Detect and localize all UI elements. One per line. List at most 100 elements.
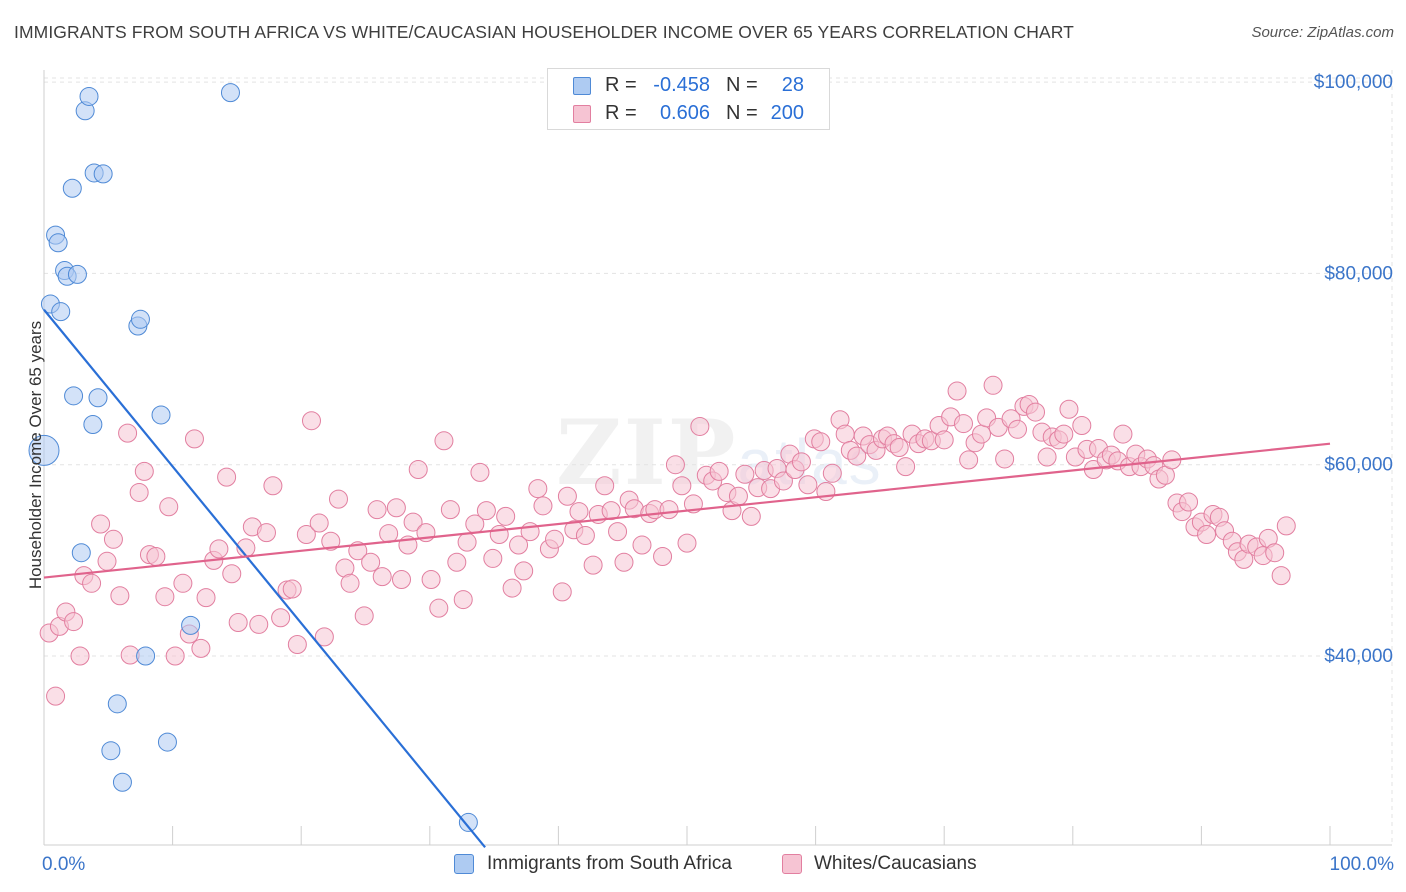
pink-data-point [741,506,761,526]
blue-data-point [112,772,132,792]
pink-data-point [129,482,149,502]
pink-data-point [209,539,229,559]
pink-data-point [1008,419,1028,439]
legend-label-pink: Whites/Caucasians [814,853,977,874]
chart-title: IMMIGRANTS FROM SOUTH AFRICA VS WHITE/CA… [14,22,1074,42]
blue-data-point [101,741,121,761]
blue-data-point [83,415,103,435]
blue-data-point [181,615,201,635]
pink-data-point [1197,525,1217,545]
pink-data-point [659,500,679,520]
blue-data-point [64,386,84,406]
pink-data-point [575,525,595,545]
blue-trend-line [43,309,486,848]
pink-data-point [1179,492,1199,512]
pink-data-point [191,638,211,658]
y-tick-label: $100,000 [1314,72,1393,93]
y-axis-label: Householder Income Over 65 years [26,320,45,590]
blue-data-point [79,86,99,106]
pink-data-point [953,414,973,434]
pink-data-point [811,432,831,452]
pink-data-point [672,476,692,496]
blue-data-point [62,178,82,198]
pink-data-point [228,613,248,633]
pink-data-point [408,459,428,479]
series-legend-pink[interactable]: Whites/Caucasians [782,852,1002,878]
pink-data-point [118,423,138,443]
pink-data-point [557,486,577,506]
pink-data-point [665,455,685,475]
pink-data-point [403,512,423,532]
pink-series-points [39,375,1296,706]
pink-data-point [1026,402,1046,422]
pink-data-point [476,501,496,521]
pink-data-point [552,582,572,602]
pink-data-point [372,567,392,587]
blue-data-point [458,812,478,832]
pink-data-point [134,461,154,481]
pink-data-point [959,450,979,470]
pink-data-point [995,449,1015,469]
pink-data-point [379,524,399,544]
tick-labels: $100,000 $80,000 $60,000 $40,000 0.0% 100.0% [42,72,1394,875]
pink-data-point [155,587,175,607]
trend-lines [43,309,1331,848]
pink-data-point [434,431,454,451]
pink-data-point [822,463,842,483]
legend-row-blue: R = -0.458 N = 28 [548,72,829,100]
pink-data-point [847,446,867,466]
pink-data-point [64,612,84,632]
pink-data-point [614,552,634,572]
pink-data-point [1059,399,1079,419]
pink-data-point [440,500,460,520]
pink-data-point [1265,543,1285,563]
pink-data-point [1072,415,1092,435]
pink-data-point [514,561,534,581]
source-credit: Source: ZipAtlas.com [1251,24,1394,41]
pink-data-point [489,525,509,545]
pink-data-point [791,452,811,472]
blue-data-point [71,543,91,563]
pink-data-point [263,476,283,496]
pink-data-point [249,614,269,634]
series-legend-blue[interactable]: Immigrants from South Africa [454,852,754,878]
legend-r-value: -0.458 [653,74,710,96]
legend-n-value: 200 [770,102,804,124]
blue-data-point [67,264,87,284]
blue-series-points [28,83,478,832]
pink-data-point [447,552,467,572]
legend-swatch-pink [782,854,802,874]
pink-data-point [735,464,755,484]
legend-n-label: N = [726,102,758,124]
pink-data-point [1113,424,1133,444]
pink-data-point [709,461,729,481]
legend-n-value: 28 [781,74,804,96]
pink-data-point [773,471,793,491]
pink-data-point [889,437,909,457]
blue-data-point [88,388,108,408]
pink-data-point [222,564,242,584]
pink-data-point [453,590,473,610]
pink-data-point [545,529,565,549]
pink-data-point [97,551,117,571]
pink-data-point [328,489,348,509]
pink-data-point [282,579,302,599]
blue-data-point [48,233,68,253]
y-tick-label: $60,000 [1324,455,1393,476]
pink-data-point [367,500,387,520]
pink-data-point [287,635,307,655]
pink-data-point [983,375,1003,395]
pink-data-point [103,529,123,549]
pink-data-point [583,555,603,575]
pink-data-point [386,498,406,518]
pink-data-point [256,523,276,543]
blue-data-point [28,434,60,466]
pink-data-point [82,573,102,593]
blue-data-point [136,646,156,666]
pink-data-point [595,476,615,496]
y-tick-label: $40,000 [1324,646,1393,667]
blue-data-point [157,732,177,752]
pink-data-point [470,462,490,482]
pink-data-point [677,533,697,553]
pink-data-point [483,548,503,568]
